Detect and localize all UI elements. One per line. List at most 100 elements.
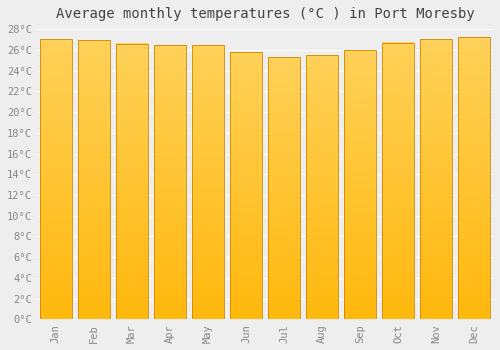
Bar xyxy=(230,306,262,310)
Bar xyxy=(78,222,110,226)
Bar xyxy=(78,278,110,282)
Bar xyxy=(116,154,148,159)
Bar xyxy=(192,86,224,90)
Bar xyxy=(40,217,72,222)
Bar xyxy=(268,236,300,241)
Bar xyxy=(382,264,414,269)
Bar xyxy=(268,249,300,254)
Bar xyxy=(230,212,262,217)
Bar xyxy=(306,117,338,121)
Bar xyxy=(78,152,110,157)
Bar xyxy=(230,96,262,101)
Bar xyxy=(458,37,490,42)
Bar xyxy=(230,114,262,119)
Bar xyxy=(154,223,186,228)
Bar xyxy=(344,50,376,320)
Bar xyxy=(420,77,452,82)
Bar xyxy=(306,236,338,240)
Bar xyxy=(458,286,490,291)
Bar xyxy=(78,156,110,161)
Bar xyxy=(268,92,300,96)
Bar xyxy=(230,284,262,288)
Bar xyxy=(382,61,414,65)
Bar xyxy=(40,277,72,282)
Bar xyxy=(230,168,262,172)
Bar xyxy=(116,135,148,140)
Bar xyxy=(116,292,148,296)
Bar xyxy=(268,158,300,162)
Bar xyxy=(230,123,262,128)
Bar xyxy=(192,141,224,145)
Bar xyxy=(40,226,72,231)
Bar xyxy=(268,101,300,105)
Bar xyxy=(344,162,376,167)
Bar xyxy=(382,144,414,149)
Bar xyxy=(40,128,72,133)
Bar xyxy=(268,197,300,201)
Bar xyxy=(382,103,414,107)
Bar xyxy=(116,269,148,273)
Bar xyxy=(192,283,224,287)
Bar xyxy=(78,96,110,101)
Bar xyxy=(154,154,186,159)
Bar xyxy=(78,292,110,296)
Bar xyxy=(192,168,224,173)
Bar xyxy=(306,147,338,152)
Bar xyxy=(78,50,110,54)
Bar xyxy=(382,181,414,186)
Bar xyxy=(154,274,186,278)
Bar xyxy=(116,90,148,94)
Bar xyxy=(116,140,148,145)
Bar xyxy=(154,209,186,214)
Bar xyxy=(154,278,186,283)
Bar xyxy=(344,77,376,81)
Bar xyxy=(40,254,72,259)
Bar xyxy=(306,249,338,253)
Bar xyxy=(458,202,490,206)
Bar xyxy=(382,98,414,103)
Bar xyxy=(306,310,338,315)
Bar xyxy=(116,287,148,292)
Bar xyxy=(306,68,338,72)
Bar xyxy=(154,44,186,49)
Bar xyxy=(344,207,376,212)
Bar xyxy=(154,168,186,173)
Bar xyxy=(382,292,414,296)
Bar xyxy=(40,156,72,161)
Bar xyxy=(116,71,148,76)
Bar xyxy=(344,216,376,220)
Bar xyxy=(230,136,262,141)
Bar xyxy=(306,258,338,262)
Bar xyxy=(78,40,110,45)
Bar xyxy=(382,112,414,117)
Bar xyxy=(40,95,72,100)
Bar xyxy=(344,220,376,225)
Bar xyxy=(116,296,148,301)
Bar xyxy=(420,212,452,217)
Bar xyxy=(458,263,490,268)
Bar xyxy=(78,54,110,59)
Bar xyxy=(382,79,414,84)
Bar xyxy=(268,258,300,262)
Bar xyxy=(154,132,186,136)
Bar xyxy=(344,126,376,131)
Bar xyxy=(268,315,300,320)
Bar xyxy=(420,39,452,44)
Bar xyxy=(154,182,186,187)
Bar xyxy=(116,223,148,228)
Bar xyxy=(154,63,186,68)
Bar xyxy=(154,232,186,237)
Bar xyxy=(420,189,452,194)
Bar xyxy=(458,65,490,70)
Bar xyxy=(306,90,338,94)
Bar xyxy=(154,113,186,118)
Bar xyxy=(192,63,224,68)
Bar xyxy=(78,226,110,231)
Bar xyxy=(306,165,338,170)
Bar xyxy=(116,204,148,209)
Bar xyxy=(40,72,72,77)
Bar xyxy=(154,54,186,58)
Bar xyxy=(40,198,72,203)
Bar xyxy=(344,279,376,284)
Bar xyxy=(306,81,338,86)
